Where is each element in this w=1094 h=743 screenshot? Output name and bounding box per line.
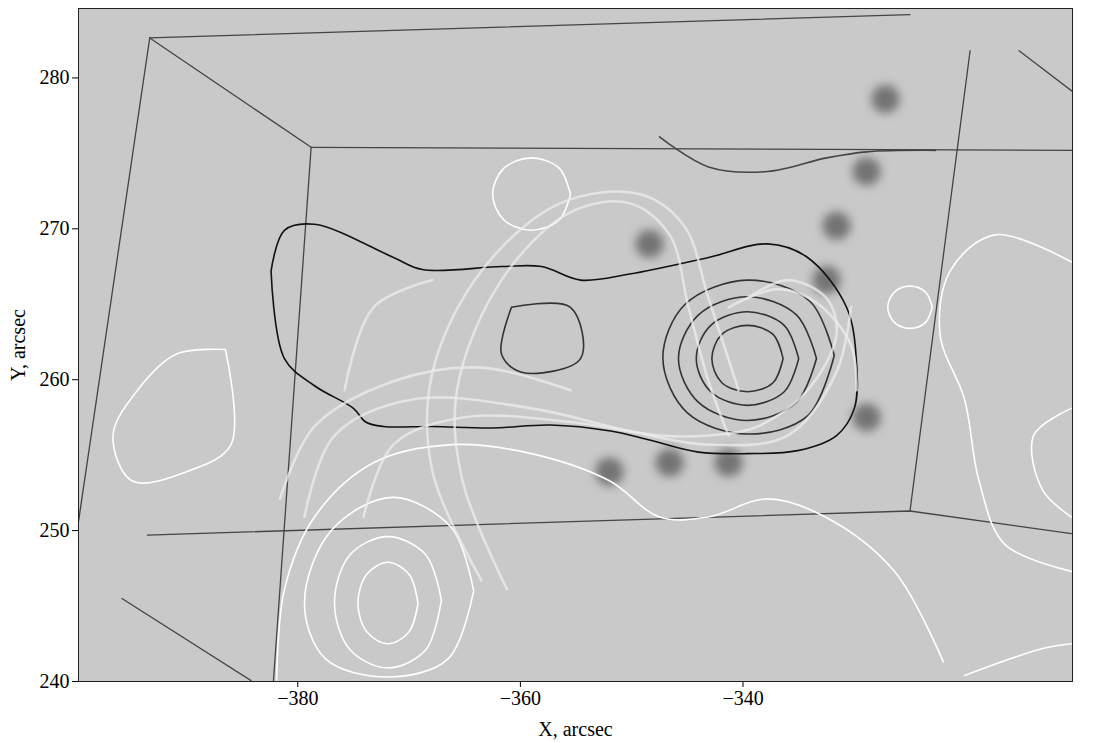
svg-text:280: 280 [40,66,70,88]
svg-text:−380: −380 [277,687,318,709]
svg-text:Y, arcsec: Y, arcsec [7,309,29,381]
svg-text:X, arcsec: X, arcsec [538,718,613,740]
svg-text:260: 260 [40,368,70,390]
svg-text:−360: −360 [500,687,541,709]
svg-text:240: 240 [40,670,70,692]
svg-text:250: 250 [40,519,70,541]
svg-text:270: 270 [40,217,70,239]
svg-text:−340: −340 [722,687,763,709]
